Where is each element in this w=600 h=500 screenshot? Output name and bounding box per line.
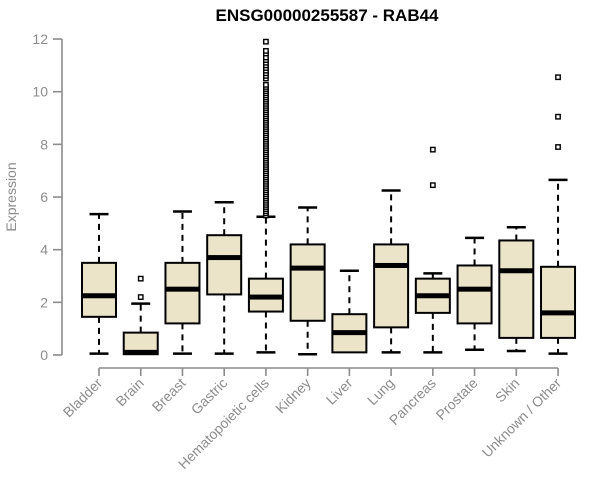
- outlier-unknown-other: [555, 144, 561, 150]
- chart-title: ENSG00000255587 - RAB44: [215, 6, 439, 25]
- y-tick-label: 4: [40, 242, 48, 258]
- x-tick-label-liver: Liver: [323, 375, 356, 408]
- median-skin: [499, 268, 534, 274]
- y-axis-title: Expression: [3, 162, 19, 231]
- median-liver: [332, 330, 367, 336]
- box-kidney: [289, 243, 326, 322]
- box-gastric: [206, 234, 243, 296]
- boxplot-brain: [122, 275, 159, 356]
- boxplot-lung: [373, 189, 410, 354]
- outlier-pancreas: [429, 146, 436, 153]
- median-bladder: [82, 293, 116, 299]
- box-unknown-other: [540, 265, 577, 339]
- boxplot-skin: [498, 226, 535, 353]
- median-brain: [123, 349, 158, 355]
- box-prostate: [456, 264, 493, 325]
- x-tick-label-unknown-other: Unknown / Other: [479, 375, 565, 461]
- y-tick-label: 10: [32, 84, 48, 100]
- box-breast: [164, 261, 201, 325]
- median-breast: [165, 286, 200, 292]
- x-tick-label-skin: Skin: [492, 375, 523, 406]
- x-tick-label-kidney: Kidney: [272, 375, 314, 417]
- boxplot-bladder: [81, 212, 117, 355]
- outlier-hematopoietic-cells: [263, 47, 269, 54]
- boxplot-gastric: [206, 201, 243, 355]
- median-hematopoietic-cells: [248, 294, 283, 300]
- box-lung: [373, 243, 410, 329]
- x-tick-label-brain: Brain: [112, 375, 146, 409]
- outlier-hematopoietic-cells: [263, 81, 269, 88]
- boxplot-liver: [331, 269, 368, 354]
- median-prostate: [457, 286, 492, 292]
- y-tick-label: 12: [32, 31, 48, 47]
- outlier-pancreas: [429, 182, 436, 189]
- median-kidney: [290, 265, 325, 271]
- boxplot-prostate: [456, 236, 493, 351]
- median-pancreas: [415, 293, 450, 299]
- boxplot-pancreas: [414, 146, 451, 354]
- boxplot-unknown-other: [540, 74, 577, 355]
- outlier-unknown-other: [555, 113, 561, 120]
- box-bladder: [81, 261, 117, 318]
- median-unknown-other: [541, 310, 576, 316]
- x-tick-label-breast: Breast: [149, 375, 189, 415]
- median-gastric: [207, 255, 242, 261]
- median-lung: [374, 262, 409, 268]
- outlier-hematopoietic-cells: [263, 38, 269, 45]
- box-skin: [498, 239, 535, 339]
- boxplot-kidney: [289, 206, 326, 356]
- outlier-brain: [137, 294, 144, 300]
- y-tick-label: 2: [40, 294, 48, 310]
- x-tick-label-bladder: Bladder: [60, 375, 106, 421]
- boxplot-breast: [164, 210, 201, 355]
- x-tick-label-lung: Lung: [364, 375, 397, 408]
- boxplot-hematopoietic-cells: [247, 38, 284, 354]
- box-series: [81, 38, 577, 356]
- y-tick-label: 8: [40, 136, 48, 152]
- y-tick-label: 6: [40, 189, 48, 205]
- outlier-unknown-other: [555, 74, 561, 81]
- x-tick-label-prostate: Prostate: [433, 375, 481, 423]
- outlier-brain: [137, 275, 144, 282]
- y-tick-label: 0: [40, 347, 48, 363]
